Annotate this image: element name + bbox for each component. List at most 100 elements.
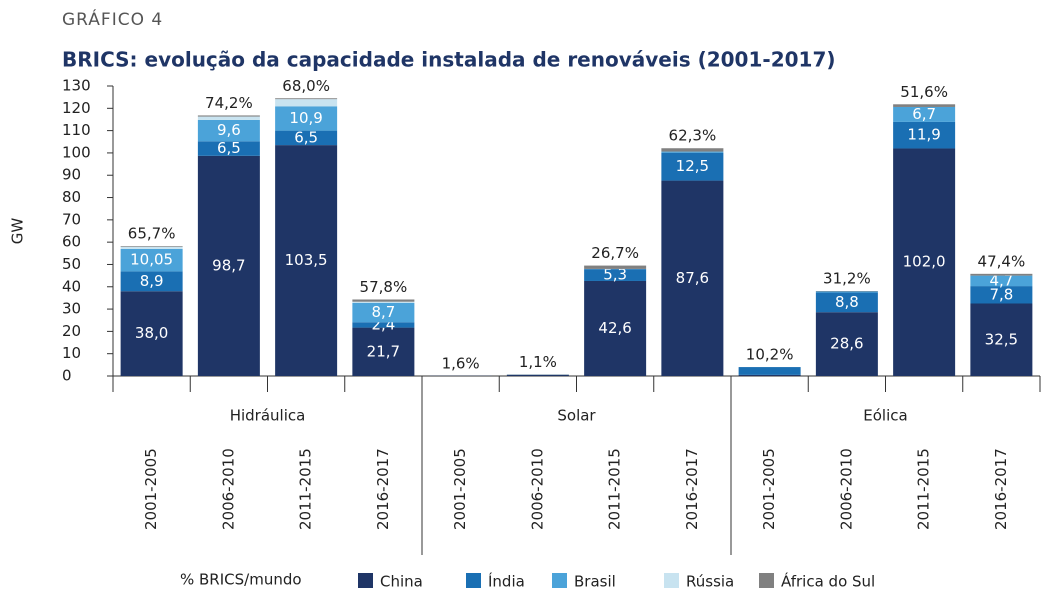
bar-segment (661, 180, 724, 376)
x-tick-label: 2006-2010 (219, 448, 237, 530)
legend-swatch (466, 573, 481, 588)
bar-segment (893, 106, 956, 122)
bar-segment (352, 301, 415, 303)
x-tick-label: 2001-2005 (142, 448, 160, 530)
data-label: 103,5 (285, 251, 328, 269)
legend-label: Rússia (686, 573, 734, 591)
x-tick-label: 2016-2017 (374, 448, 392, 530)
data-label: 6,7 (912, 105, 936, 123)
share-label: 26,7% (591, 244, 639, 262)
data-label: 8,9 (140, 272, 164, 290)
data-label: 5,3 (603, 266, 627, 284)
data-label: 6,5 (217, 139, 241, 157)
y-tick-label: 40 (62, 277, 81, 295)
legend-label: China (380, 573, 423, 591)
legend-label: Índia (488, 572, 525, 591)
data-label: 7,8 (989, 285, 1013, 303)
bar-segment (506, 374, 569, 376)
share-label: 62,3% (669, 127, 717, 145)
bar-segment (197, 115, 260, 117)
data-label: 8,8 (835, 293, 859, 311)
data-label: 28,6 (830, 335, 863, 353)
x-tick-label: 2016-2017 (683, 448, 701, 530)
y-tick-label: 80 (62, 188, 81, 206)
bar-segment (661, 152, 724, 181)
data-label: 87,6 (676, 269, 709, 287)
bar-segment (275, 99, 338, 107)
x-tick-label: 2016-2017 (992, 448, 1010, 530)
data-label: 9,6 (217, 121, 241, 139)
x-tick-label: 2006-2010 (837, 448, 855, 530)
bar-segment (970, 275, 1033, 287)
legend-label: Brasil (574, 573, 616, 591)
y-tick-label: 70 (62, 210, 81, 228)
y-tick-label: 20 (62, 322, 81, 340)
x-tick-label: 2011-2015 (606, 448, 624, 530)
legend-label: África do Sul (781, 572, 875, 591)
bar-segment (275, 98, 338, 100)
share-label: 10,2% (746, 346, 794, 364)
bar-segment (120, 248, 183, 272)
data-label: 6,5 (294, 128, 318, 146)
bar-segment (970, 286, 1033, 304)
bar-segment (661, 151, 724, 153)
y-tick-label: 100 (62, 143, 91, 161)
bar-segment (815, 291, 878, 293)
group-label: Hidráulica (230, 407, 306, 425)
bar-segment (738, 367, 801, 375)
data-label: 4,7 (989, 271, 1013, 289)
bar-segment (120, 246, 183, 247)
data-label: 12,5 (676, 157, 709, 175)
share-label: 1,6% (442, 354, 480, 372)
bar-segment (352, 299, 415, 302)
y-tick-label: 60 (62, 233, 81, 251)
y-tick-label: 30 (62, 300, 81, 318)
bar-segment (120, 291, 183, 376)
share-label: 1,1% (519, 353, 557, 371)
share-label: 68,0% (282, 77, 330, 95)
share-label: 51,6% (900, 83, 948, 101)
bar-segment (893, 104, 956, 107)
x-tick-label: 2006-2010 (528, 448, 546, 530)
y-tick-label: 110 (62, 121, 91, 139)
bar-segment (970, 303, 1033, 376)
share-label: 57,8% (360, 278, 408, 296)
y-tick-label: 90 (62, 166, 81, 184)
share-label: 47,4% (978, 252, 1026, 270)
bar-segment (815, 312, 878, 376)
group-label: Solar (557, 407, 596, 425)
bar-segment (197, 119, 260, 142)
bar-segment (584, 265, 647, 269)
bar-segment (352, 327, 415, 376)
y-tick-label: 50 (62, 255, 81, 273)
data-label: 10,05 (130, 251, 173, 269)
x-tick-label: 2001-2005 (451, 448, 469, 530)
legend-swatch (759, 573, 774, 588)
y-tick-label: 130 (62, 77, 91, 95)
bar-segment (352, 302, 415, 323)
bar-segment (661, 148, 724, 152)
bar-segment (893, 148, 956, 376)
legend-swatch (358, 573, 373, 588)
x-tick-label: 2011-2015 (297, 448, 315, 530)
data-label: 42,6 (598, 319, 631, 337)
legend-swatch (664, 573, 679, 588)
y-tick-label: 0 (62, 367, 72, 385)
bar-segment (970, 273, 1033, 276)
legend-swatch (552, 573, 567, 588)
bar-segment (275, 106, 338, 131)
bar-segment (738, 374, 801, 376)
data-label: 102,0 (903, 253, 946, 271)
chart-title: BRICS: evolução da capacidade instalada … (62, 48, 836, 72)
x-tick-label: 2001-2005 (760, 448, 778, 530)
share-label: 74,2% (205, 94, 253, 112)
bar-segment (815, 292, 878, 313)
bar-segment (584, 280, 647, 376)
y-tick-label: 120 (62, 99, 91, 117)
y-tick-label: 10 (62, 344, 81, 362)
data-label: 8,7 (371, 303, 395, 321)
share-label: 31,2% (823, 270, 871, 288)
group-label: Eólica (863, 407, 907, 425)
bar-segment (120, 271, 183, 292)
bar-segment (120, 246, 183, 249)
